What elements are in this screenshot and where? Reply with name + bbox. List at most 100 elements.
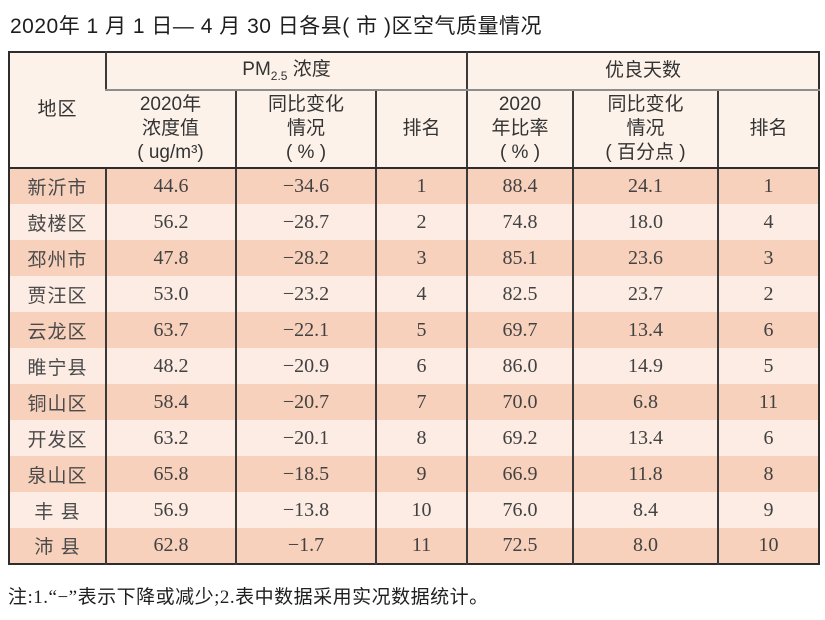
column-header-pm-change: 同比变化 情况 ( % )	[235, 90, 376, 170]
cell-pm-rank: 10	[375, 492, 467, 529]
table-row: 云龙区 63.7 −22.1 5 69.7 13.4 6	[9, 312, 820, 349]
table-row: 鼓楼区 56.2 −28.7 2 74.8 18.0 4	[9, 204, 820, 241]
footnote: 注:1.“−”表示下降或减少;2.表中数据采用实况数据统计。	[8, 587, 489, 609]
pm25-label-subscript: 2.5	[270, 69, 288, 84]
cell-pm-change: −22.1	[235, 312, 376, 349]
column-header-pm-rank: 排名	[375, 90, 467, 170]
cell-good-rank: 10	[716, 528, 820, 565]
cell-pm-value: 63.7	[105, 312, 236, 349]
cell-good-change: 13.4	[572, 420, 718, 457]
cell-good-ratio: 69.2	[466, 420, 573, 457]
cell-good-change: 8.0	[572, 528, 718, 565]
table-header: 地区 PM2.5 浓度 优良天数 2020年 浓度值 ( ug/m³) 同比变化…	[9, 52, 820, 170]
column-header-good-ratio: 2020 年比率 ( % )	[466, 90, 573, 170]
cell-good-change: 23.7	[572, 276, 718, 313]
cell-pm-rank: 5	[375, 312, 467, 349]
cell-region: 鼓楼区	[9, 204, 106, 241]
cell-good-rank: 8	[716, 456, 820, 493]
cell-good-change: 24.1	[572, 168, 718, 205]
cell-good-ratio: 72.5	[466, 528, 573, 565]
cell-pm-change: −28.7	[235, 204, 376, 241]
column-header-good-rank: 排名	[716, 90, 820, 170]
table-row: 泉山区 65.8 −18.5 9 66.9 11.8 8	[9, 456, 820, 493]
cell-good-rank: 6	[716, 312, 820, 349]
cell-good-change: 14.9	[572, 348, 718, 385]
cell-pm-change: −23.2	[235, 276, 376, 313]
cell-pm-value: 62.8	[105, 528, 236, 565]
cell-good-rank: 4	[716, 204, 820, 241]
cell-good-change: 13.4	[572, 312, 718, 349]
cell-pm-change: −34.6	[235, 168, 376, 205]
column-header-pm-value: 2020年 浓度值 ( ug/m³)	[106, 90, 236, 170]
cell-pm-value: 58.4	[105, 384, 236, 421]
cell-good-rank: 6	[716, 420, 820, 457]
cell-good-ratio: 85.1	[466, 240, 573, 277]
cell-good-ratio: 76.0	[466, 492, 573, 529]
cell-pm-rank: 2	[375, 204, 467, 241]
column-group-good-days: 优良天数	[465, 52, 820, 92]
column-header-region: 地区	[9, 52, 106, 170]
cell-region: 丰 县	[9, 492, 106, 529]
cell-pm-change: −13.8	[235, 492, 376, 529]
cell-good-ratio: 74.8	[466, 204, 573, 241]
cell-good-rank: 1	[716, 168, 820, 205]
cell-pm-rank: 6	[375, 348, 467, 385]
table-body: 新沂市 44.6 −34.6 1 88.4 24.1 1 鼓楼区 56.2 −2…	[9, 168, 820, 565]
cell-pm-rank: 11	[375, 528, 467, 565]
cell-region: 开发区	[9, 420, 106, 457]
page-title: 2020年 1 月 1 日— 4 月 30 日各县( 市 )区空气质量情况	[10, 15, 542, 38]
cell-pm-value: 48.2	[105, 348, 236, 385]
pm25-label-prefix: PM	[242, 59, 271, 81]
table-row: 邳州市 47.8 −28.2 3 85.1 23.6 3	[9, 240, 820, 277]
cell-pm-change: −28.2	[235, 240, 376, 277]
header-group-row: 地区 PM2.5 浓度 优良天数	[9, 52, 820, 170]
cell-good-change: 8.4	[572, 492, 718, 529]
cell-good-ratio: 86.0	[466, 348, 573, 385]
cell-good-rank: 11	[716, 384, 820, 421]
cell-region: 贾汪区	[9, 276, 106, 313]
cell-pm-rank: 3	[375, 240, 467, 277]
cell-good-rank: 3	[716, 240, 820, 277]
cell-pm-rank: 8	[375, 420, 467, 457]
cell-pm-change: −20.7	[235, 384, 376, 421]
cell-region: 云龙区	[9, 312, 106, 349]
pm25-label-suffix: 浓度	[287, 59, 331, 81]
table-row: 沛 县 62.8 −1.7 11 72.5 8.0 10	[9, 528, 820, 565]
cell-pm-value: 56.2	[105, 204, 236, 241]
cell-good-change: 18.0	[572, 204, 718, 241]
cell-good-rank: 5	[716, 348, 820, 385]
cell-pm-change: −20.1	[235, 420, 376, 457]
cell-pm-value: 53.0	[105, 276, 236, 313]
table-row: 丰 县 56.9 −13.8 10 76.0 8.4 9	[9, 492, 820, 529]
table-row: 贾汪区 53.0 −23.2 4 82.5 23.7 2	[9, 276, 820, 313]
cell-good-change: 11.8	[572, 456, 718, 493]
table-row: 新沂市 44.6 −34.6 1 88.4 24.1 1	[9, 168, 820, 205]
air-quality-table: 地区 PM2.5 浓度 优良天数 2020年 浓度值 ( ug/m³) 同比变化…	[8, 51, 821, 566]
table-row: 开发区 63.2 −20.1 8 69.2 13.4 6	[9, 420, 820, 457]
cell-good-rank: 2	[716, 276, 820, 313]
cell-region: 新沂市	[9, 168, 106, 205]
cell-good-ratio: 70.0	[466, 384, 573, 421]
cell-region: 沛 县	[9, 528, 106, 565]
cell-good-ratio: 69.7	[466, 312, 573, 349]
cell-pm-value: 44.6	[105, 168, 236, 205]
cell-pm-value: 47.8	[105, 240, 236, 277]
cell-pm-rank: 1	[375, 168, 467, 205]
header-sub-row: 2020年 浓度值 ( ug/m³) 同比变化 情况 ( % ) 排名 2020…	[9, 90, 820, 170]
cell-pm-value: 63.2	[105, 420, 236, 457]
cell-pm-change: −20.9	[235, 348, 376, 385]
cell-pm-rank: 9	[375, 456, 467, 493]
cell-good-rank: 9	[716, 492, 820, 529]
cell-pm-value: 65.8	[105, 456, 236, 493]
cell-pm-change: −1.7	[235, 528, 376, 565]
column-header-good-change: 同比变化 情况 ( 百分点 )	[572, 90, 718, 170]
cell-good-ratio: 82.5	[466, 276, 573, 313]
cell-pm-rank: 4	[375, 276, 467, 313]
cell-region: 邳州市	[9, 240, 106, 277]
table-row: 睢宁县 48.2 −20.9 6 86.0 14.9 5	[9, 348, 820, 385]
column-group-pm25: PM2.5 浓度	[105, 52, 467, 92]
cell-region: 泉山区	[9, 456, 106, 493]
cell-region: 铜山区	[9, 384, 106, 421]
cell-region: 睢宁县	[9, 348, 106, 385]
